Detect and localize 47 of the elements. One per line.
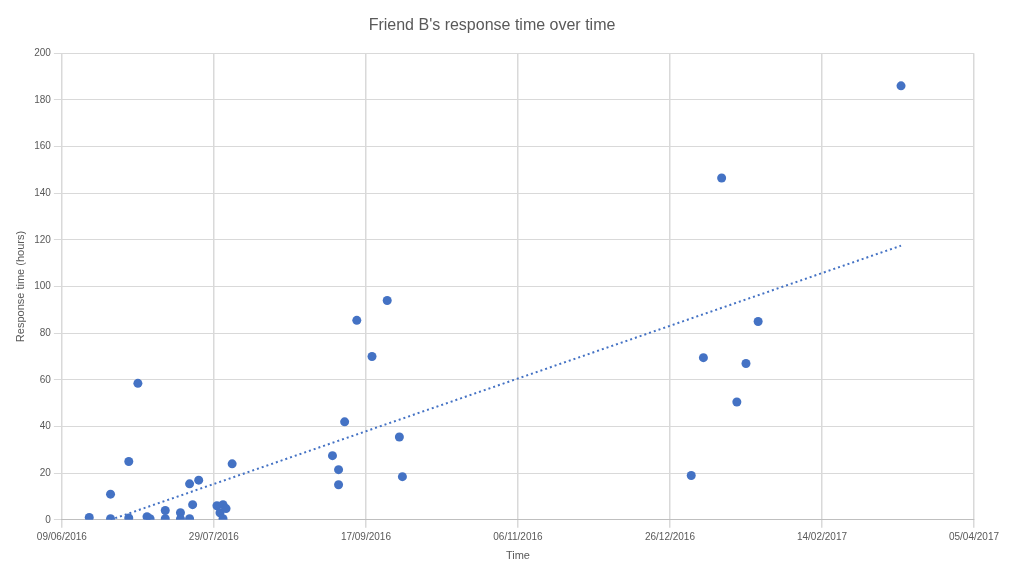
- point: [397, 472, 407, 482]
- point: [367, 351, 377, 361]
- point: [753, 317, 763, 326]
- y-tick-label: 80: [39, 326, 52, 338]
- y-tick-label: 0: [45, 513, 52, 525]
- x-tick-label: 06/11/2016: [493, 530, 544, 542]
- point: [732, 397, 742, 407]
- point: [124, 456, 134, 466]
- point: [227, 459, 237, 469]
- point: [106, 489, 116, 499]
- point: [133, 378, 143, 388]
- x-axis-title: Time: [505, 549, 530, 562]
- x-tick-label: 05/04/2017: [948, 530, 1000, 542]
- y-tick-label: 160: [34, 140, 52, 152]
- y-tick-label: 180: [34, 93, 52, 105]
- point: [334, 480, 344, 490]
- y-tick-label: 100: [34, 280, 52, 292]
- point: [221, 504, 231, 514]
- point: [340, 417, 350, 427]
- x-tick-label: 26/12/2016: [644, 530, 696, 542]
- point: [352, 315, 362, 325]
- point: [84, 512, 94, 520]
- point: [327, 451, 337, 461]
- chart-title: Friend B's response time over time: [368, 16, 616, 34]
- x-tick-label: 14/02/2017: [796, 530, 848, 542]
- y-tick-label: 60: [39, 373, 52, 385]
- y-tick-label: 120: [34, 233, 52, 245]
- y-tick-label: 200: [34, 46, 52, 58]
- y-tick-label: 40: [39, 420, 52, 432]
- point: [717, 173, 727, 183]
- point: [698, 353, 708, 363]
- point: [741, 358, 751, 368]
- point: [394, 432, 404, 442]
- x-tick-label: 29/07/2016: [188, 530, 240, 542]
- y-axis-title: Response time (hours): [13, 230, 26, 343]
- point: [334, 465, 344, 475]
- x-tick-label: 09/06/2016: [36, 530, 88, 542]
- point: [160, 505, 170, 515]
- point: [194, 475, 204, 485]
- y-tick-label: 140: [34, 186, 52, 198]
- x-tick-label: 17/09/2016: [340, 530, 392, 542]
- point: [686, 470, 696, 480]
- point: [185, 479, 195, 489]
- point: [382, 296, 392, 305]
- point: [896, 81, 906, 91]
- y-tick-label: 20: [39, 466, 52, 478]
- point: [188, 500, 198, 510]
